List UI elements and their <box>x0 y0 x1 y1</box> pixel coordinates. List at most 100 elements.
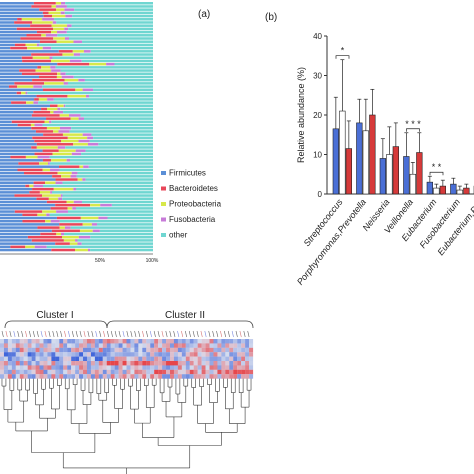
sample-label <box>68 330 70 338</box>
heatmap-cell <box>15 343 20 348</box>
heatmap-cell <box>94 369 99 375</box>
heatmap-cell <box>205 365 210 370</box>
sample-label <box>99 330 102 338</box>
heatmap-cell <box>134 347 139 353</box>
stack-segment <box>40 232 57 236</box>
heatmap-cell <box>67 365 72 370</box>
stack-segment <box>14 21 33 24</box>
heatmap-cell <box>193 347 198 353</box>
heatmap-cell <box>43 365 48 370</box>
heatmap-cell <box>177 365 182 370</box>
heatmap-cell <box>7 374 12 379</box>
stack-segment <box>58 130 70 133</box>
legend-label: Fusobacteria <box>169 215 216 224</box>
heatmap-cell <box>23 369 28 375</box>
sample-label <box>114 330 117 338</box>
heatmap-cell <box>134 369 139 375</box>
stack-segment <box>50 191 52 194</box>
stack-segment <box>64 226 71 229</box>
heatmap-cell <box>134 352 139 357</box>
heatmap-cell <box>55 369 60 375</box>
stack-segment <box>0 2 34 5</box>
stack-segment <box>42 123 154 127</box>
stack-segment <box>0 175 53 178</box>
panel-a-legend: Firmicutes Bacteroidetes Proteobacteria Fus… <box>161 169 222 240</box>
heatmap-cell <box>86 356 92 362</box>
heatmap-cell <box>35 343 40 348</box>
stack-segment <box>0 136 33 140</box>
stack-segment <box>61 235 79 239</box>
stack-segment <box>59 165 80 168</box>
heatmap-cell <box>94 352 99 357</box>
heatmap-cell <box>205 339 210 344</box>
heatmap-cell <box>249 343 254 348</box>
heatmap-cell <box>75 339 80 344</box>
stack-segment <box>60 107 154 111</box>
stack-segment <box>60 232 65 236</box>
stack-segment <box>34 245 47 249</box>
stack-segment <box>34 139 62 143</box>
stack-segment <box>31 146 37 149</box>
stack-segment <box>0 62 58 66</box>
heatmap-cell <box>185 352 190 357</box>
heatmap-cell <box>201 369 206 375</box>
heatmap-cell <box>110 369 115 375</box>
heatmap-cell <box>221 343 226 348</box>
heatmap-cell <box>7 352 12 357</box>
heatmap-cell <box>102 343 107 348</box>
heatmap-cell <box>43 352 48 357</box>
heatmap-cell <box>63 365 68 370</box>
stack-segment <box>27 91 153 95</box>
heatmap-cell <box>225 369 230 375</box>
heatmap-cell <box>102 365 107 370</box>
stack-segment <box>48 197 59 201</box>
stack-segment <box>52 21 57 24</box>
heatmap-cell <box>11 339 16 344</box>
heatmap-cell <box>166 347 171 353</box>
heatmap-cell <box>221 369 226 375</box>
heatmap-cell <box>158 347 163 353</box>
stack-segment <box>55 178 78 181</box>
heatmap-cell <box>158 361 163 366</box>
heatmap-cell <box>79 361 84 366</box>
heatmap-cell <box>15 369 20 375</box>
stack-segment <box>84 78 153 82</box>
heatmap-cell <box>205 374 210 379</box>
sample-label <box>17 330 20 338</box>
stack-segment <box>0 133 44 136</box>
stack-segment <box>75 88 83 92</box>
stack-segment <box>0 114 32 117</box>
stack-segment <box>58 149 76 152</box>
stack-segment <box>77 239 153 242</box>
sample-label <box>200 330 203 338</box>
heatmap-cell <box>3 361 9 366</box>
stack-segment <box>56 21 153 24</box>
heatmap-cell <box>23 352 28 357</box>
stack-segment <box>32 56 50 59</box>
stack-segment <box>69 114 81 117</box>
heatmap-cell <box>106 374 111 379</box>
stack-segment <box>49 162 153 165</box>
stack-segment <box>67 207 73 210</box>
heatmap-cell <box>15 347 20 353</box>
heatmap-cell <box>23 365 28 370</box>
heatmap-cell <box>166 343 171 348</box>
heatmap-cell <box>154 374 159 379</box>
stack-segment <box>76 175 153 178</box>
heatmap-cell <box>83 339 88 344</box>
sample-label <box>239 330 242 338</box>
stack-segment <box>30 24 52 27</box>
stack-segment <box>82 178 86 181</box>
legend-label: Bacteroidetes <box>169 184 218 193</box>
heatmap-cell <box>11 343 16 348</box>
heatmap-cell <box>225 374 230 379</box>
heatmap-cell <box>0 361 5 366</box>
stack-segment <box>72 14 153 18</box>
stack-segment <box>52 191 153 194</box>
heatmap-cell <box>245 339 250 344</box>
heatmap-cell <box>47 369 52 375</box>
stack-segment <box>25 91 28 95</box>
stack-segment <box>92 229 100 233</box>
heatmap-cell <box>217 352 222 357</box>
heatmap-cell <box>169 365 175 370</box>
